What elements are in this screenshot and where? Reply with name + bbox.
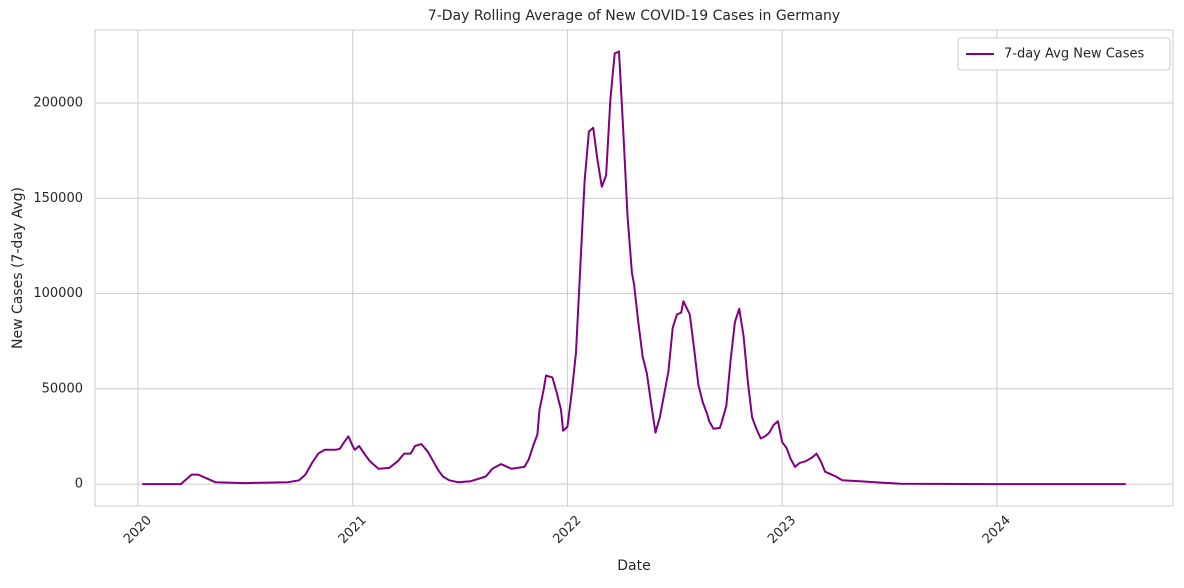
legend-label: 7-day Avg New Cases	[1004, 47, 1145, 62]
x-axis-label: Date	[617, 558, 650, 574]
plot-frame	[94, 29, 1174, 507]
y-tick-label: 50000	[42, 381, 83, 396]
legend: 7-day Avg New Cases	[957, 37, 1171, 71]
data-line	[142, 50, 1126, 486]
legend-box	[957, 37, 1171, 71]
y-tick-label: 150000	[33, 191, 83, 206]
x-tick-label: 2022	[550, 513, 584, 547]
chart-title: 7-Day Rolling Average of New COVID-19 Ca…	[428, 8, 840, 24]
x-tick-label: 2024	[980, 513, 1014, 547]
x-tick-label: 2020	[121, 513, 155, 547]
y-tick-label: 100000	[33, 286, 83, 301]
lines	[142, 50, 1126, 486]
grid	[95, 30, 1173, 506]
y-axis-label: New Cases (7-day Avg)	[10, 187, 26, 349]
y-tick-label: 0	[75, 477, 83, 492]
x-tick-label: 2023	[765, 513, 799, 547]
x-tick-label: 2021	[336, 513, 370, 547]
y-tick-label: 200000	[33, 95, 83, 110]
